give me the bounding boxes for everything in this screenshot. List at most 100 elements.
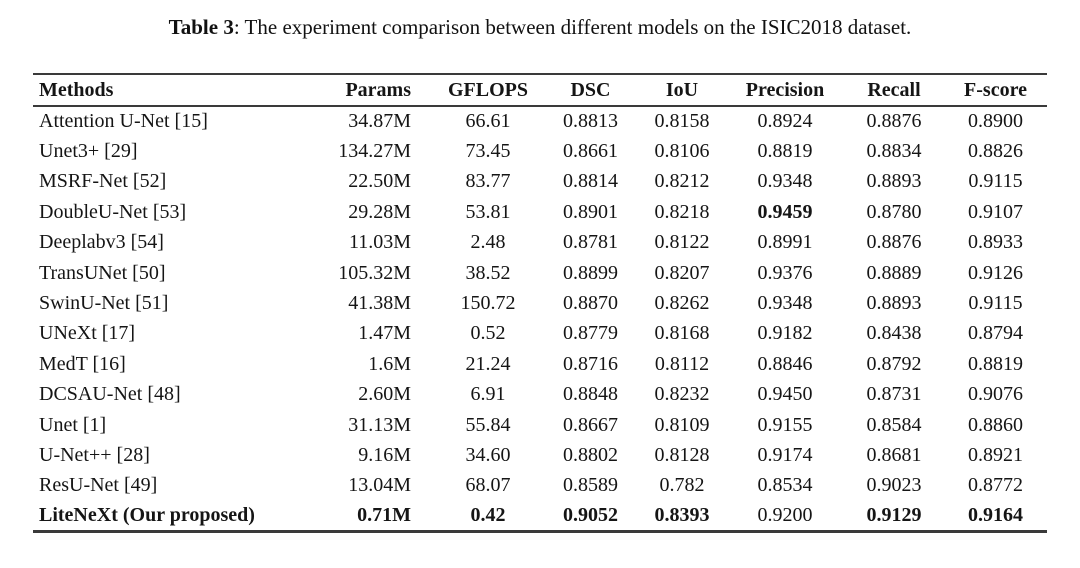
value-cell: 0.9164 xyxy=(968,504,1023,527)
value-cell: 0.8870 xyxy=(563,292,618,315)
value-cell: 0.9459 xyxy=(757,200,813,223)
value-cell: 0.9115 xyxy=(968,170,1023,193)
value-cell: 0.8900 xyxy=(968,110,1023,133)
value-cell: 0.71M xyxy=(357,504,411,527)
value-cell: 0.8893 xyxy=(866,170,922,193)
method-cell: SwinU-Net [51] xyxy=(39,292,169,315)
table-caption-text: : The experiment comparison between diff… xyxy=(233,15,912,39)
value-cell: 0.8846 xyxy=(757,352,813,375)
value-cell: 0.8667 xyxy=(563,413,618,436)
column-header-iou: IoU xyxy=(665,78,699,101)
value-cell: 0.8122 xyxy=(654,231,710,254)
method-cell: DoubleU-Net [53] xyxy=(39,200,187,223)
value-cell: 0.8731 xyxy=(866,383,922,406)
value-cell: 41.38M xyxy=(348,292,411,315)
value-cell: 0.8924 xyxy=(757,110,813,133)
column-header-f-score: F-score xyxy=(964,78,1027,101)
value-cell: 2.48 xyxy=(470,231,506,254)
value-cell: 0.8393 xyxy=(654,504,710,527)
value-cell: 0.782 xyxy=(659,474,705,497)
value-cell: 34.87M xyxy=(348,110,411,133)
table-row: DCSAU-Net [48] 2.60M 6.91 0.8848 0.8232 0.945… xyxy=(33,380,1047,410)
method-cell: Deeplabv3 [54] xyxy=(39,231,164,254)
value-cell: 0.8848 xyxy=(563,383,618,406)
value-cell: 0.8991 xyxy=(757,231,813,254)
value-cell: 0.9348 xyxy=(757,170,813,193)
value-cell: 0.8779 xyxy=(563,322,618,345)
column-header-params: Params xyxy=(345,78,411,101)
method-cell: U-Net++ [28] xyxy=(39,443,150,466)
table-row: TransUNet [50] 105.32M 38.52 0.8899 0.8207 0.… xyxy=(33,258,1047,288)
value-cell: 0.8781 xyxy=(563,231,618,254)
value-cell: 134.27M xyxy=(338,140,411,163)
value-cell: 0.8128 xyxy=(654,443,710,466)
value-cell: 0.8207 xyxy=(654,261,710,284)
value-cell: 0.8661 xyxy=(563,140,618,163)
column-header-dsc: DSC xyxy=(570,78,611,101)
value-cell: 83.77 xyxy=(465,170,511,193)
table-row: UNeXt [17] 1.47M 0.52 0.8779 0.8168 0.9182 0.8… xyxy=(33,319,1047,349)
value-cell: 0.8826 xyxy=(968,140,1023,163)
value-cell: 11.03M xyxy=(348,231,411,254)
value-cell: 0.8834 xyxy=(866,140,922,163)
value-cell: 0.8819 xyxy=(757,140,813,163)
method-cell: Attention U-Net [15] xyxy=(39,110,208,133)
method-cell: DCSAU-Net [48] xyxy=(39,383,181,406)
method-cell: LiteNeXt (Our proposed) xyxy=(39,504,255,527)
value-cell: 1.47M xyxy=(358,322,411,345)
method-cell: TransUNet [50] xyxy=(39,261,166,284)
value-cell: 0.8112 xyxy=(654,352,710,375)
value-cell: 0.9129 xyxy=(866,504,922,527)
value-cell: 6.91 xyxy=(470,383,506,406)
value-cell: 0.8876 xyxy=(866,231,922,254)
value-cell: 0.9155 xyxy=(757,413,813,436)
value-cell: 0.9182 xyxy=(757,322,813,345)
value-cell: 0.8813 xyxy=(563,110,618,133)
value-cell: 0.8860 xyxy=(968,413,1023,436)
value-cell: 0.8921 xyxy=(968,443,1023,466)
value-cell: 0.52 xyxy=(470,322,506,345)
value-cell: 22.50M xyxy=(348,170,411,193)
value-cell: 0.8262 xyxy=(654,292,710,315)
value-cell: 21.24 xyxy=(465,352,511,375)
value-cell: 0.8584 xyxy=(866,413,922,436)
value-cell: 0.8218 xyxy=(654,200,710,223)
value-cell: 0.8212 xyxy=(654,170,710,193)
value-cell: 55.84 xyxy=(465,413,511,436)
value-cell: 0.8899 xyxy=(563,261,618,284)
value-cell: 0.8589 xyxy=(563,474,618,497)
table-row: Unet3+ [29] 134.27M 73.45 0.8661 0.8106 0.881… xyxy=(33,136,1047,166)
value-cell: 9.16M xyxy=(358,443,411,466)
value-cell: 38.52 xyxy=(465,261,511,284)
table-row: Unet [1] 31.13M 55.84 0.8667 0.8109 0.9155 0.8… xyxy=(33,410,1047,440)
table-row: MedT [16] 1.6M 21.24 0.8716 0.8112 0.8846 0.87… xyxy=(33,349,1047,379)
value-cell: 73.45 xyxy=(465,140,511,163)
value-cell: 0.8232 xyxy=(654,383,710,406)
results-table: Methods Params GFLOPS DSC IoU Precision Recall… xyxy=(33,73,1047,533)
value-cell: 105.32M xyxy=(338,261,411,284)
value-cell: 0.9115 xyxy=(968,292,1023,315)
table-row: DoubleU-Net [53] 29.28M 53.81 0.8901 0.8218 0… xyxy=(33,197,1047,227)
value-cell: 0.9376 xyxy=(757,261,813,284)
method-cell: UNeXt [17] xyxy=(39,322,136,345)
value-cell: 0.8901 xyxy=(563,200,618,223)
value-cell: 66.61 xyxy=(465,110,511,133)
value-cell: 150.72 xyxy=(460,292,516,315)
value-cell: 0.42 xyxy=(470,504,506,527)
method-cell: MSRF-Net [52] xyxy=(39,170,167,193)
value-cell: 0.9023 xyxy=(866,474,922,497)
method-cell: ResU-Net [49] xyxy=(39,474,158,497)
method-cell: Unet3+ [29] xyxy=(39,140,138,163)
value-cell: 0.9107 xyxy=(968,200,1023,223)
column-header-recall: Recall xyxy=(867,78,921,101)
method-cell: Unet [1] xyxy=(39,413,107,436)
table-row: SwinU-Net [51] 41.38M 150.72 0.8870 0.8262 0.… xyxy=(33,288,1047,318)
value-cell: 1.6M xyxy=(368,352,411,375)
value-cell: 0.8802 xyxy=(563,443,618,466)
value-cell: 0.8814 xyxy=(563,170,618,193)
header-row: Methods Params GFLOPS DSC IoU Precision Recall… xyxy=(33,74,1047,106)
value-cell: 2.60M xyxy=(358,383,411,406)
value-cell: 0.8681 xyxy=(866,443,922,466)
value-cell: 0.9450 xyxy=(757,383,813,406)
value-cell: 0.8109 xyxy=(654,413,710,436)
